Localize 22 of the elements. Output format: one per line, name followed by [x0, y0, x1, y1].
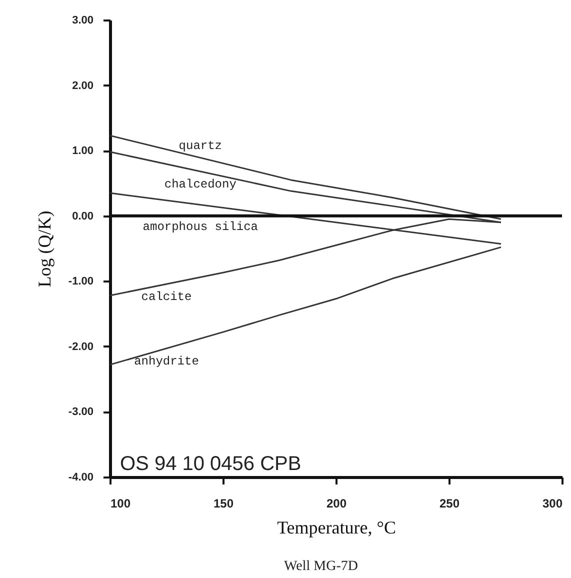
y-tick-label: -3.00	[68, 406, 94, 418]
y-tick-label: -1.00	[68, 276, 94, 288]
x-tick-label: 200	[326, 496, 347, 510]
series-label: calcite	[141, 290, 192, 304]
annotation: OS 94 10 0456 CPB	[120, 453, 302, 475]
series-label: amorphous silica	[142, 220, 258, 234]
text: Well MG-7D	[284, 559, 358, 574]
y-tick-label: -2.00	[68, 340, 94, 353]
series-label: chalcedony	[164, 177, 236, 192]
y-tick-label: -4.00	[68, 472, 94, 484]
x-tick-label: 150	[213, 496, 234, 510]
y-tick-label: 3.00	[72, 14, 94, 26]
y-tick-label: 0.00	[72, 210, 94, 222]
series-label: quartz	[178, 138, 222, 153]
x-tick-label: 100	[110, 496, 131, 510]
series-label: anhydrite	[134, 354, 199, 368]
y-axis-title: Log (Q/K)	[34, 210, 54, 288]
x-tick-label: 250	[439, 496, 460, 510]
x-axis-title: Temperature, °C	[277, 518, 396, 538]
y-tick-label: 2.00	[72, 80, 94, 92]
y-tick-label: 1.00	[72, 145, 94, 158]
x-tick-label: 300	[542, 496, 563, 510]
